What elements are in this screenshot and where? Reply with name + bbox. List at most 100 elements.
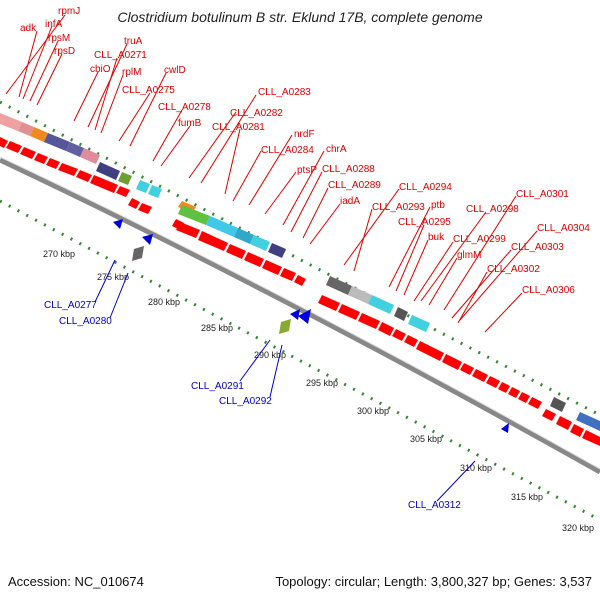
- cog-block: [326, 276, 352, 295]
- gene-label[interactable]: CLL_A0282: [230, 108, 283, 119]
- gene-label[interactable]: iadA: [340, 196, 360, 207]
- gene-arrow: [416, 341, 444, 361]
- gene-arrow: [20, 147, 36, 159]
- gene-arrow: [262, 260, 282, 275]
- gene-label[interactable]: CLL_A0280: [59, 316, 112, 327]
- gene-arrow: [46, 158, 60, 169]
- cog-block: [394, 307, 408, 321]
- gene-label[interactable]: CLL_A0289: [328, 180, 381, 191]
- gene-arrow: [392, 329, 406, 341]
- gene-label[interactable]: CLL_A0271: [94, 50, 147, 61]
- gene-arrow: [280, 268, 296, 281]
- gene-label[interactable]: CLL_A0281: [212, 122, 265, 133]
- cog-block: [250, 235, 270, 251]
- gene-arrow: [338, 304, 360, 320]
- gene-label[interactable]: ptb: [431, 200, 445, 211]
- cog-block: [44, 133, 70, 151]
- inner-dotted-ring: [0, 199, 600, 522]
- gene-arrow: [556, 416, 572, 430]
- gene-label[interactable]: CLL_A0278: [158, 102, 211, 113]
- gene-label[interactable]: glmM: [457, 250, 481, 261]
- gene-label[interactable]: CLL_A0304: [537, 223, 590, 234]
- scale-label: 310 kbp: [460, 463, 492, 473]
- cog-block: [368, 295, 394, 314]
- gene-label[interactable]: cwlD: [164, 65, 186, 76]
- gene-label[interactable]: rplM: [122, 67, 141, 78]
- cog-block: [234, 228, 254, 244]
- scale-label: 270 kbp: [43, 249, 75, 259]
- gene-label[interactable]: truA: [124, 36, 143, 47]
- scale-label: 280 kbp: [148, 297, 180, 307]
- gene-label[interactable]: CLL_A0284: [261, 145, 314, 156]
- gene-label[interactable]: cbiO: [90, 64, 111, 75]
- cog-block: [118, 172, 132, 185]
- cog-block: [136, 180, 150, 193]
- gene-label[interactable]: CLL_A0292: [219, 396, 272, 407]
- gene-label[interactable]: CLL_A0303: [511, 242, 564, 253]
- gene-label[interactable]: rpsD: [54, 46, 75, 57]
- cog-block: [268, 243, 286, 258]
- gene-arrow: [472, 369, 488, 382]
- gene-label[interactable]: rpsM: [48, 33, 70, 44]
- gene-label[interactable]: CLL_A0312: [408, 500, 461, 511]
- gene-arrow: [508, 387, 520, 398]
- cog-block: [148, 185, 162, 198]
- forward-label-leaders: [5, 14, 538, 333]
- forward-gene-arrows: [0, 137, 600, 446]
- gene-arrow: [442, 354, 462, 370]
- reverse-label-leaders: [94, 259, 476, 502]
- gene-label[interactable]: CLL_A0306: [522, 285, 575, 296]
- gene-label[interactable]: buk: [428, 232, 445, 243]
- gene-arrow: [0, 137, 8, 148]
- gene-label[interactable]: CLL_A0291: [191, 381, 244, 392]
- scale-label: 320 kbp: [562, 523, 594, 533]
- gene-arrow: [244, 252, 264, 267]
- gene-label[interactable]: CLL_A0301: [516, 189, 569, 200]
- accession-text: Accession: NC_010674: [8, 574, 144, 589]
- genome-backbone: [0, 157, 600, 475]
- gene-label[interactable]: rpmJ: [58, 6, 80, 17]
- gene-arrow: [116, 186, 130, 197]
- forward-gene-labels: rpmJ adk infA rpsM rpsD truA CLL_A0271 c…: [20, 6, 590, 296]
- cog-block: [576, 412, 600, 431]
- gene-label[interactable]: CLL_A0277: [44, 300, 97, 311]
- gene-arrow: [582, 430, 600, 446]
- cog-block: [18, 122, 34, 136]
- gene-label[interactable]: CLL_A0283: [258, 87, 311, 98]
- cog-block: [408, 315, 430, 332]
- gene-label[interactable]: ptsP: [297, 165, 317, 176]
- cog-feature-band: [0, 113, 600, 431]
- gene-arrow: [58, 163, 78, 176]
- cog-block: [348, 286, 372, 304]
- reverse-gene-arrows: [113, 219, 509, 433]
- gene-label[interactable]: infA: [45, 19, 63, 30]
- gene-label[interactable]: nrdF: [294, 129, 315, 140]
- gene-label[interactable]: chrA: [326, 144, 347, 155]
- scale-label: 275 kbp: [97, 272, 129, 282]
- gene-arrow: [358, 313, 380, 329]
- cog-block: [80, 148, 100, 164]
- reverse-gene-arrow: [501, 423, 509, 433]
- gene-arrow: [90, 175, 118, 193]
- gene-label[interactable]: adk: [20, 23, 37, 34]
- gene-label[interactable]: CLL_A0294: [399, 182, 452, 193]
- gene-label[interactable]: CLL_A0302: [487, 264, 540, 275]
- cog-block: [96, 162, 120, 180]
- cog-block: [550, 397, 566, 412]
- gene-label[interactable]: CLL_A0293: [372, 202, 425, 213]
- gene-label[interactable]: CLL_A0299: [453, 234, 506, 245]
- gene-arrow: [318, 295, 340, 311]
- gene-label[interactable]: CLL_A0288: [322, 164, 375, 175]
- gene-label[interactable]: CLL_A0298: [466, 204, 519, 215]
- cog-block: [66, 142, 84, 157]
- scale-label: 315 kbp: [511, 492, 543, 502]
- gene-arrow: [128, 198, 140, 209]
- gene-label[interactable]: CLL_A0295: [398, 217, 451, 228]
- cog-block: [0, 113, 22, 131]
- gene-label[interactable]: CLL_A0275: [122, 85, 175, 96]
- gene-arrow: [226, 244, 246, 259]
- gene-arrow: [378, 322, 394, 336]
- gene-label[interactable]: fumB: [178, 118, 202, 129]
- gene-arrow: [518, 392, 530, 403]
